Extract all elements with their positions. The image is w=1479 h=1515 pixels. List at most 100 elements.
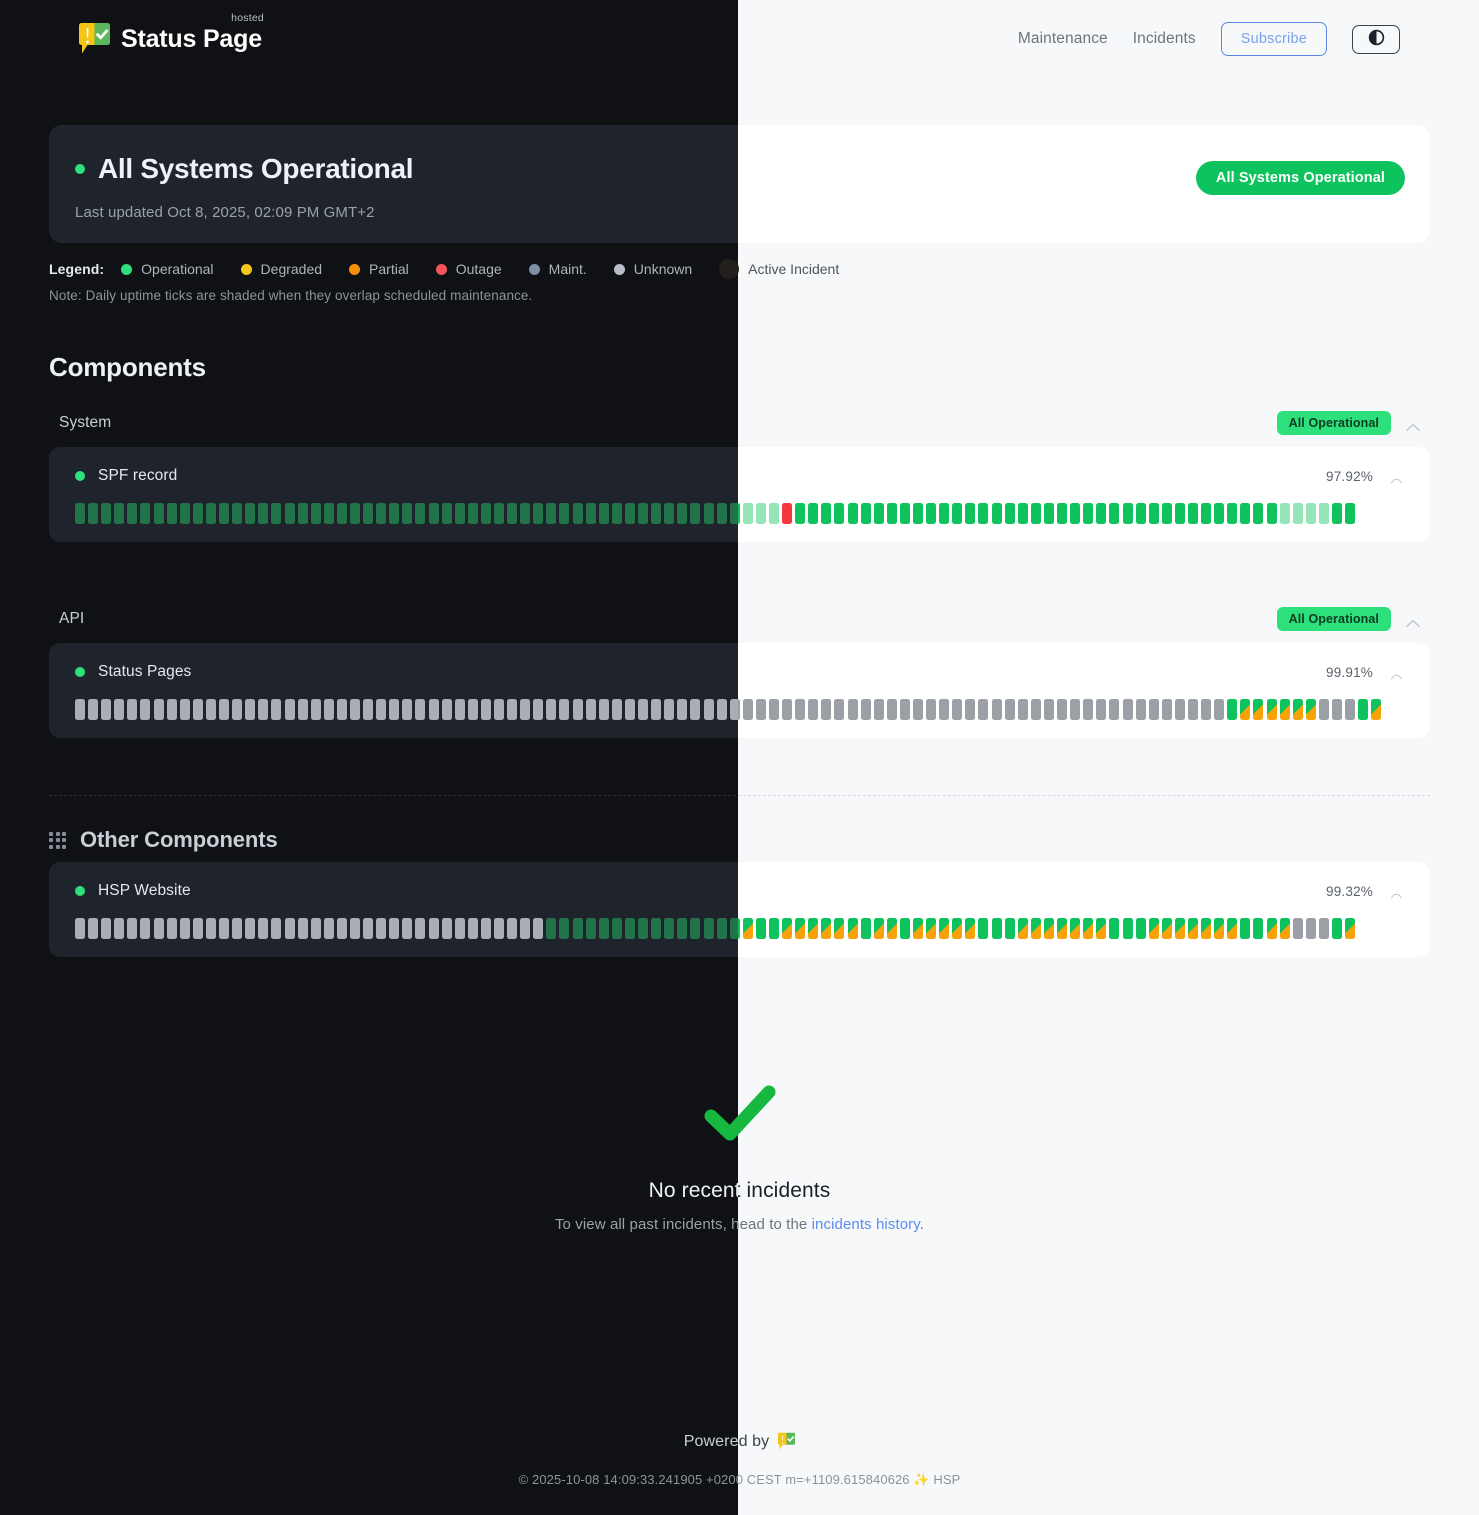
- uptime-tick[interactable]: [738, 918, 740, 939]
- uptime-tick[interactable]: [1096, 699, 1107, 720]
- nav-maintenance[interactable]: Maintenance: [1017, 30, 1108, 47]
- uptime-tick[interactable]: [258, 699, 269, 720]
- uptime-tick[interactable]: [1345, 699, 1356, 720]
- uptime-tick[interactable]: [729, 699, 740, 720]
- uptime-tick[interactable]: [1043, 918, 1054, 939]
- uptime-tick[interactable]: [886, 699, 897, 720]
- uptime-tick[interactable]: [886, 503, 897, 524]
- uptime-tick[interactable]: [389, 699, 400, 720]
- uptime-tick[interactable]: [1253, 503, 1264, 524]
- uptime-tick[interactable]: [402, 503, 413, 524]
- uptime-tick[interactable]: [716, 918, 727, 939]
- uptime-tick[interactable]: [441, 918, 452, 939]
- uptime-tick[interactable]: [533, 699, 544, 720]
- uptime-tick[interactable]: [664, 503, 675, 524]
- uptime-tick[interactable]: [1057, 699, 1068, 720]
- uptime-tick[interactable]: [114, 918, 125, 939]
- uptime-tick[interactable]: [913, 503, 923, 524]
- uptime-tick[interactable]: [1266, 699, 1277, 720]
- uptime-tick[interactable]: [219, 699, 230, 720]
- uptime-tick[interactable]: [860, 918, 871, 939]
- uptime-tick[interactable]: [1017, 699, 1028, 720]
- uptime-tick[interactable]: [1030, 699, 1041, 720]
- uptime-tick[interactable]: [480, 699, 491, 720]
- uptime-tick[interactable]: [808, 699, 819, 720]
- uptime-tick[interactable]: [480, 503, 491, 524]
- subscribe-button[interactable]: Subscribe: [1220, 22, 1327, 56]
- group-header[interactable]: API All Operational: [738, 595, 1430, 643]
- brand[interactable]: Status Page hosted: [79, 12, 264, 56]
- uptime-tick[interactable]: [114, 503, 125, 524]
- chevron-up-icon[interactable]: [1406, 419, 1420, 431]
- uptime-tick[interactable]: [271, 503, 282, 524]
- uptime-tick[interactable]: [677, 503, 688, 524]
- uptime-tick[interactable]: [1122, 503, 1133, 524]
- uptime-tick[interactable]: [232, 503, 243, 524]
- uptime-tick[interactable]: [520, 918, 531, 939]
- uptime-tick[interactable]: [428, 699, 439, 720]
- uptime-tick[interactable]: [926, 503, 937, 524]
- uptime-tick[interactable]: [1187, 699, 1198, 720]
- nav-incidents[interactable]: Incidents: [1132, 30, 1196, 47]
- uptime-tick[interactable]: [310, 503, 321, 524]
- uptime-tick[interactable]: [703, 503, 714, 524]
- uptime-tick[interactable]: [101, 918, 112, 939]
- uptime-tick[interactable]: [1148, 699, 1159, 720]
- uptime-tick[interactable]: [336, 918, 347, 939]
- uptime-tick[interactable]: [939, 699, 950, 720]
- uptime-tick[interactable]: [88, 503, 99, 524]
- uptime-tick[interactable]: [952, 503, 963, 524]
- uptime-tick[interactable]: [88, 918, 99, 939]
- uptime-tick[interactable]: [140, 503, 151, 524]
- uptime-tick[interactable]: [1240, 503, 1251, 524]
- uptime-tick[interactable]: [939, 918, 950, 939]
- uptime-tick[interactable]: [1292, 699, 1303, 720]
- uptime-tick[interactable]: [716, 503, 727, 524]
- uptime-tick[interactable]: [611, 503, 622, 524]
- uptime-tick[interactable]: [1305, 503, 1316, 524]
- uptime-tick[interactable]: [467, 918, 478, 939]
- uptime-tick[interactable]: [363, 503, 374, 524]
- chevron-arc-icon[interactable]: [1390, 887, 1404, 898]
- uptime-tick[interactable]: [677, 918, 688, 939]
- uptime-tick[interactable]: [1345, 918, 1356, 939]
- uptime-tick[interactable]: [899, 699, 910, 720]
- uptime-tick[interactable]: [507, 699, 518, 720]
- uptime-tick[interactable]: [729, 918, 740, 939]
- uptime-tick[interactable]: [297, 503, 308, 524]
- uptime-tick[interactable]: [258, 918, 269, 939]
- group-header[interactable]: System All Operational: [738, 399, 1430, 447]
- uptime-tick[interactable]: [140, 699, 151, 720]
- uptime-tick[interactable]: [192, 918, 203, 939]
- uptime-tick[interactable]: [860, 699, 871, 720]
- uptime-tick[interactable]: [834, 503, 845, 524]
- uptime-tick[interactable]: [598, 503, 609, 524]
- uptime-tick[interactable]: [284, 699, 295, 720]
- uptime-tick[interactable]: [1161, 503, 1172, 524]
- uptime-tick[interactable]: [1266, 503, 1277, 524]
- uptime-tick[interactable]: [913, 918, 923, 939]
- uptime-tick[interactable]: [1004, 503, 1015, 524]
- uptime-tick[interactable]: [415, 503, 426, 524]
- uptime-tick[interactable]: [1109, 918, 1120, 939]
- uptime-tick[interactable]: [284, 918, 295, 939]
- uptime-tick[interactable]: [860, 503, 871, 524]
- uptime-tick[interactable]: [153, 918, 164, 939]
- uptime-tick[interactable]: [75, 918, 85, 939]
- uptime-tick[interactable]: [1305, 699, 1316, 720]
- uptime-tick[interactable]: [441, 503, 452, 524]
- uptime-tick[interactable]: [1279, 699, 1290, 720]
- uptime-tick[interactable]: [926, 918, 937, 939]
- uptime-tick[interactable]: [1070, 918, 1081, 939]
- uptime-tick[interactable]: [1174, 503, 1185, 524]
- uptime-tick[interactable]: [533, 918, 544, 939]
- uptime-tick[interactable]: [1201, 699, 1212, 720]
- uptime-tick[interactable]: [1201, 503, 1212, 524]
- uptime-tick[interactable]: [899, 503, 910, 524]
- uptime-tick[interactable]: [755, 918, 766, 939]
- uptime-tick[interactable]: [1004, 918, 1015, 939]
- uptime-tick[interactable]: [598, 699, 609, 720]
- uptime-tick[interactable]: [336, 699, 347, 720]
- uptime-tick[interactable]: [310, 918, 321, 939]
- uptime-tick[interactable]: [939, 503, 950, 524]
